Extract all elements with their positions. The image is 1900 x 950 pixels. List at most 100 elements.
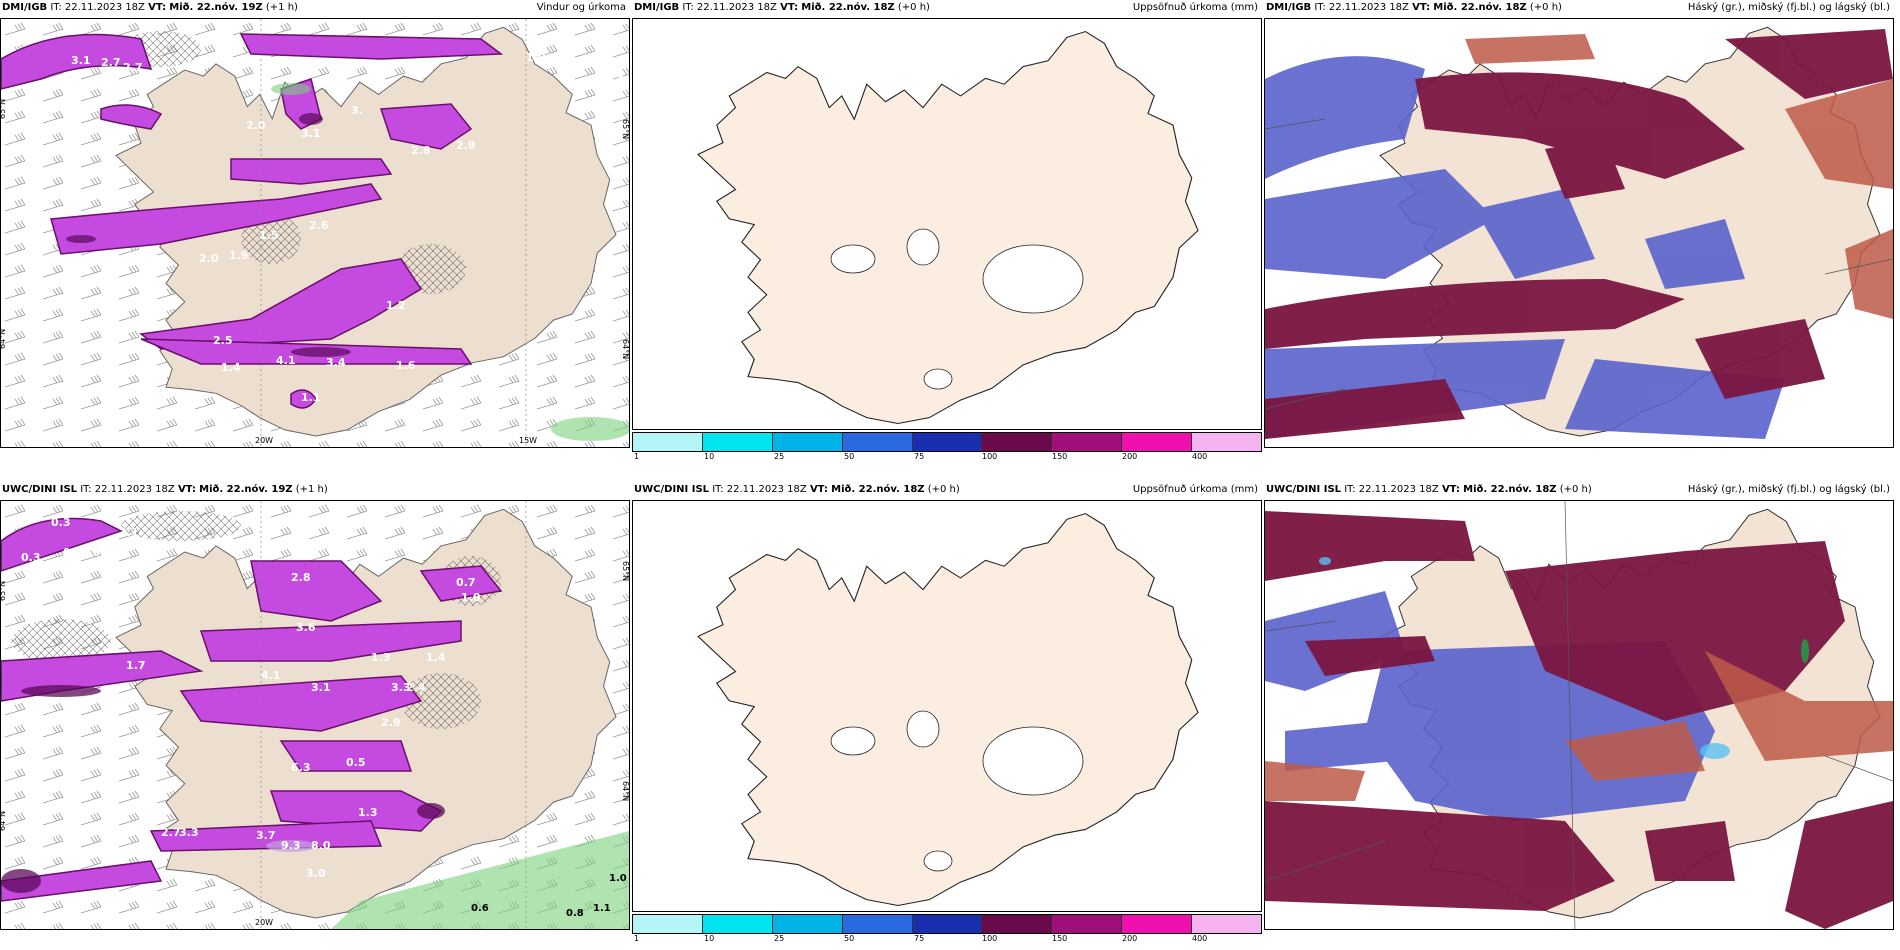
precip-label: 1.4 [221,361,241,374]
precip-label: 3.1 [301,127,321,140]
panel-title: Háský (gr.), miðský (fj.bl.) og lágský (… [1687,484,1890,495]
precip-label: 1.2 [386,299,406,312]
colorbar-swatch [772,433,843,451]
colorbar-tick: 1 [634,934,640,943]
colorbar-tick: 25 [774,934,785,943]
map-frame[interactable] [632,18,1262,430]
precip-label: 6.3 [291,761,311,774]
precip-label: 2.0 [199,252,219,265]
precip-label: 2.5 [213,334,233,347]
precip-label: 9.3 [281,839,301,852]
colorbar-tick: 10 [704,934,715,943]
precip-label: 1.1 [593,903,611,914]
panel-title: Vindur og úrkoma [536,2,626,13]
colorbar-swatch [982,433,1053,451]
colorbar-swatch [633,915,703,933]
colorbar [632,432,1262,452]
precip-label: 3.3 [391,681,411,694]
axis-label: 20W [255,436,273,445]
precip-label: 2.8 [291,571,311,584]
precip-label: 3.7 [256,829,276,842]
precip-label: 0.8 [566,908,584,919]
panel-accum-precip-uwc: UWC/DINI ISL IT: 22.11.2023 18Z VT: Mið.… [632,482,1262,943]
axis-label: 15W [519,436,537,445]
precip-label: 2.9 [381,716,401,729]
precip-label: 2.8 [411,144,431,157]
panel-accum-precip-dmi: DMI/IGB IT: 22.11.2023 18Z VT: Mið. 22.n… [632,0,1262,461]
colorbar-tick: 150 [1052,452,1068,461]
axis-label: 65°N [621,561,629,581]
panel-header: UWC/DINI ISL IT: 22.11.2023 18Z VT: Mið.… [632,482,1262,498]
map-frame[interactable] [632,500,1262,912]
precip-label: 3.3 [179,826,199,839]
colorbar-swatch [842,433,913,451]
colorbar-tick: 200 [1122,452,1138,461]
colorbar-swatch [772,915,843,933]
map-frame[interactable] [1264,500,1894,930]
colorbar-tick: 400 [1192,452,1208,461]
precip-label: 0.9 [81,546,101,559]
panel-title: Háský (gr.), miðský (fj.bl.) og lágský (… [1687,2,1890,13]
colorbar-tick: 100 [982,452,998,461]
axis-label: 65°N [621,119,629,139]
colorbar-swatch [702,915,773,933]
panel-header: UWC/DINI ISL IT: 22.11.2023 18Z VT: Mið.… [2,484,328,495]
axis-label: 64°N [621,339,629,359]
panel-title: Uppsöfnuð úrkoma (mm) [1132,484,1258,495]
precip-label: 0.3 [51,516,71,529]
colorbar-tick: 10 [704,452,715,461]
colorbar-tick: 100 [982,934,998,943]
colorbar-swatch [842,915,913,933]
map-frame[interactable] [1264,18,1894,448]
precip-label: 1.0 [526,51,546,64]
precip-label: 3.6 [296,621,316,634]
colorbar-tick: 50 [844,934,855,943]
colorbar-tick: 50 [844,452,855,461]
precip-label: 0.6 [471,903,489,914]
precip-label: 4.1 [261,669,281,682]
colorbar-tick: 150 [1052,934,1068,943]
panel-clouds-dmi: DMI/IGB IT: 22.11.2023 18Z VT: Mið. 22.n… [1264,0,1894,448]
precip-label: 2.7 [101,56,121,69]
colorbar-tick: 75 [914,934,925,943]
precip-label: 1.3 [358,806,378,819]
precip-label: 2.7 [161,826,181,839]
precip-label: 1.6 [396,359,416,372]
colorbar-tick: 75 [914,452,925,461]
precip-label: 3.0 [306,867,326,880]
panel-header: DMI/IGB IT: 22.11.2023 18Z VT: Mið. 22.n… [1264,0,1894,16]
panel-header: UWC/DINI ISL IT: 22.11.2023 18Z VT: Mið.… [1264,482,1894,498]
precip-label: 3. [146,69,158,82]
panel-header: DMI/IGB IT: 22.11.2023 18Z VT: Mið. 22.n… [632,0,1262,16]
axis-label: 64°N [1,811,7,831]
axis-label: 64°N [621,781,629,801]
precip-label: 1. [181,59,193,72]
colorbar-tick: 25 [774,452,785,461]
colorbar-swatch [702,433,773,451]
axis-label: 20W [255,918,273,927]
precip-label: 0.7 [456,576,476,589]
precip-label: 1.1 [301,391,321,404]
map-frame[interactable]: 3.1 2.7 2.7 3. 1. 2.0 3.1 3. 2.8 2.9 1.0… [0,18,630,448]
axis-label: 65°N [1,99,7,119]
panel-clouds-uwc: UWC/DINI ISL IT: 22.11.2023 18Z VT: Mið.… [1264,482,1894,930]
precip-label: 2.1 [119,526,139,539]
precip-label: 3.1 [311,681,331,694]
colorbar-tick: 400 [1192,934,1208,943]
precip-label: 1.7 [126,659,146,672]
colorbar-swatch [633,433,703,451]
colorbar [632,914,1262,934]
precip-label: 0.7 [63,546,83,559]
precip-label: 1.0 [461,591,481,604]
axis-label: 65°N [1,581,7,601]
precip-label: 4.1 [276,354,296,367]
precip-label: 0.5 [346,756,366,769]
panel-title: Uppsöfnuð úrkoma (mm) [1132,2,1258,13]
colorbar-swatch [912,915,983,933]
panel-wind-precip-dmi: DMI/IGB IT: 22.11.2023 18Z VT: Mið. 22.n… [0,0,630,448]
precip-label: 3. [351,104,363,117]
map-frame[interactable]: 0.3 2.1 0.3 0.7 0.9 0.7 1.0 2.8 3.6 1.7 … [0,500,630,930]
panel-header: DMI/IGB IT: 22.11.2023 18Z VT: Mið. 22.n… [0,0,630,16]
precip-label: 2.7 [123,61,143,74]
precip-label: 8.0 [311,839,331,852]
